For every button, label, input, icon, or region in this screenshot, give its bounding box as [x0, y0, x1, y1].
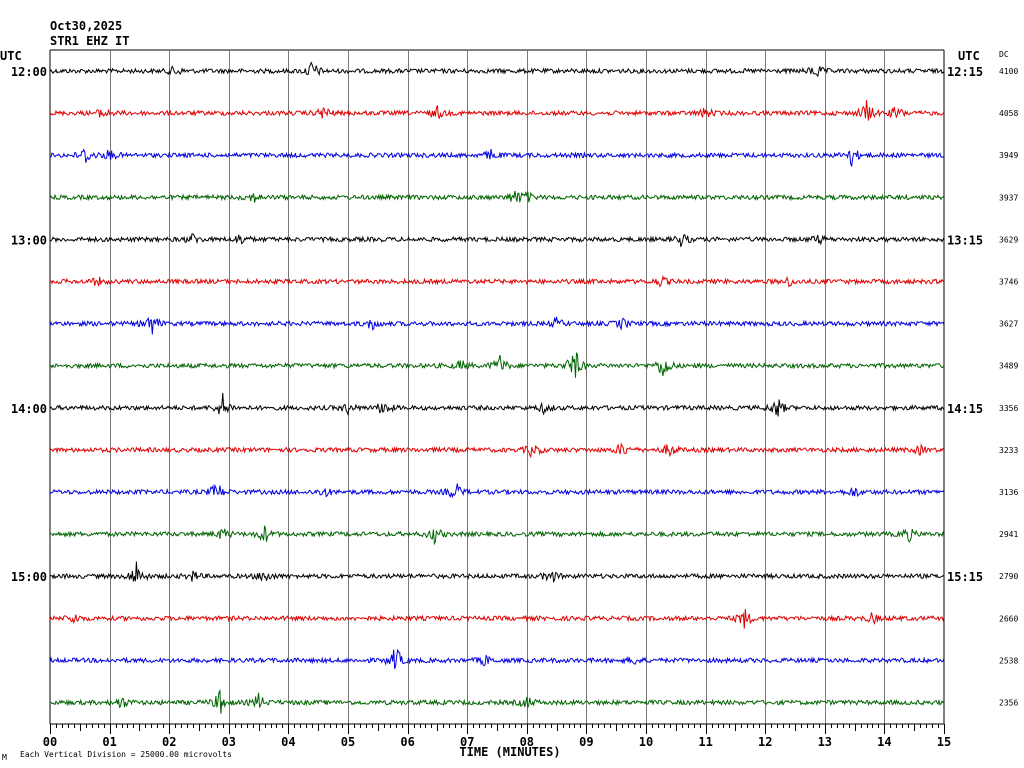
- trace-line: [49, 274, 945, 288]
- dc-value-label: 3356: [999, 404, 1018, 413]
- x-tick-label: 12: [758, 735, 772, 749]
- footer-mark: M: [2, 753, 7, 762]
- x-tick-label: 02: [162, 735, 176, 749]
- dc-value-label: 3937: [999, 193, 1018, 202]
- right-time-labels: 12:15 13:15 14:15 15:15: [947, 65, 983, 584]
- dc-value-label: 4100: [999, 67, 1018, 76]
- trace-line: [49, 525, 945, 546]
- x-tick-label: 11: [698, 735, 712, 749]
- x-tick-label: 01: [102, 735, 116, 749]
- dc-value-label: 4058: [999, 109, 1018, 118]
- x-tick-label: 03: [222, 735, 236, 749]
- trace-line: [49, 316, 945, 335]
- x-tick-label: 00: [43, 735, 57, 749]
- row-time-label-left: 12:00: [11, 65, 47, 79]
- x-tick-label: 10: [639, 735, 653, 749]
- dc-value-label: 3746: [999, 278, 1018, 287]
- dc-value-label: 3627: [999, 320, 1018, 329]
- x-tick-label: 05: [341, 735, 355, 749]
- station-label: STR1 EHZ IT: [50, 34, 129, 48]
- trace-group: [49, 61, 945, 714]
- row-time-label-right: 15:15: [947, 570, 983, 584]
- trace-line: [49, 100, 945, 121]
- x-tick-label: 08: [520, 735, 534, 749]
- dc-value-label: 3629: [999, 235, 1018, 244]
- dc-value-label: 2356: [999, 699, 1018, 708]
- grid-lines: [49, 49, 945, 724]
- trace-line: [49, 561, 945, 584]
- x-tick-label: 04: [281, 735, 295, 749]
- row-time-label-left: 14:00: [11, 402, 47, 416]
- row-time-label-left: 13:00: [11, 233, 47, 247]
- dc-value-label: 2660: [999, 614, 1018, 623]
- dc-value-label: 3489: [999, 362, 1018, 371]
- dc-value-label: 2790: [999, 572, 1018, 581]
- row-time-label-right: 14:15: [947, 402, 983, 416]
- utc-right-label: UTC: [958, 49, 980, 63]
- utc-left-label: UTC: [0, 49, 22, 63]
- dc-value-label: 3136: [999, 488, 1018, 497]
- dc-value-label: 2941: [999, 530, 1018, 539]
- dc-header-label: DC: [999, 50, 1009, 59]
- left-time-labels: 12:00 13:00 14:00 15:00: [11, 65, 47, 584]
- x-tick-label: 06: [400, 735, 414, 749]
- trace-line: [49, 233, 945, 247]
- dc-value-labels: 4100 4058 3949 3937 3629 3746 3627 3489 3356 3233…: [999, 67, 1018, 708]
- trace-line: [49, 148, 945, 167]
- trace-line: [49, 61, 945, 78]
- x-axis: 00 01 02 03 04 05 06 07 08 09 10 11 12 13 14 15: [43, 723, 951, 749]
- trace-line: [49, 483, 945, 499]
- x-tick-label: 14: [877, 735, 891, 749]
- trace-line: [49, 648, 945, 669]
- footer-note: Each Vertical Division = 25000.00 microv…: [20, 750, 232, 759]
- x-tick-label: 09: [579, 735, 593, 749]
- trace-line: [49, 688, 945, 714]
- x-axis-title: TIME (MINUTES): [459, 745, 560, 759]
- row-time-label-left: 15:00: [11, 570, 47, 584]
- row-time-label-right: 12:15: [947, 65, 983, 79]
- x-tick-label: 13: [818, 735, 832, 749]
- dc-value-label: 2538: [999, 656, 1018, 665]
- trace-line: [49, 442, 945, 459]
- date-label: Oct30,2025: [50, 19, 122, 33]
- row-time-label-right: 13:15: [947, 233, 983, 247]
- x-tick-label: 07: [460, 735, 474, 749]
- trace-line: [49, 352, 945, 378]
- dc-value-label: 3949: [999, 151, 1018, 160]
- trace-line: [49, 190, 945, 203]
- trace-line: [49, 609, 945, 629]
- dc-value-label: 3233: [999, 446, 1018, 455]
- x-tick-label: 15: [937, 735, 951, 749]
- trace-line: [49, 392, 945, 417]
